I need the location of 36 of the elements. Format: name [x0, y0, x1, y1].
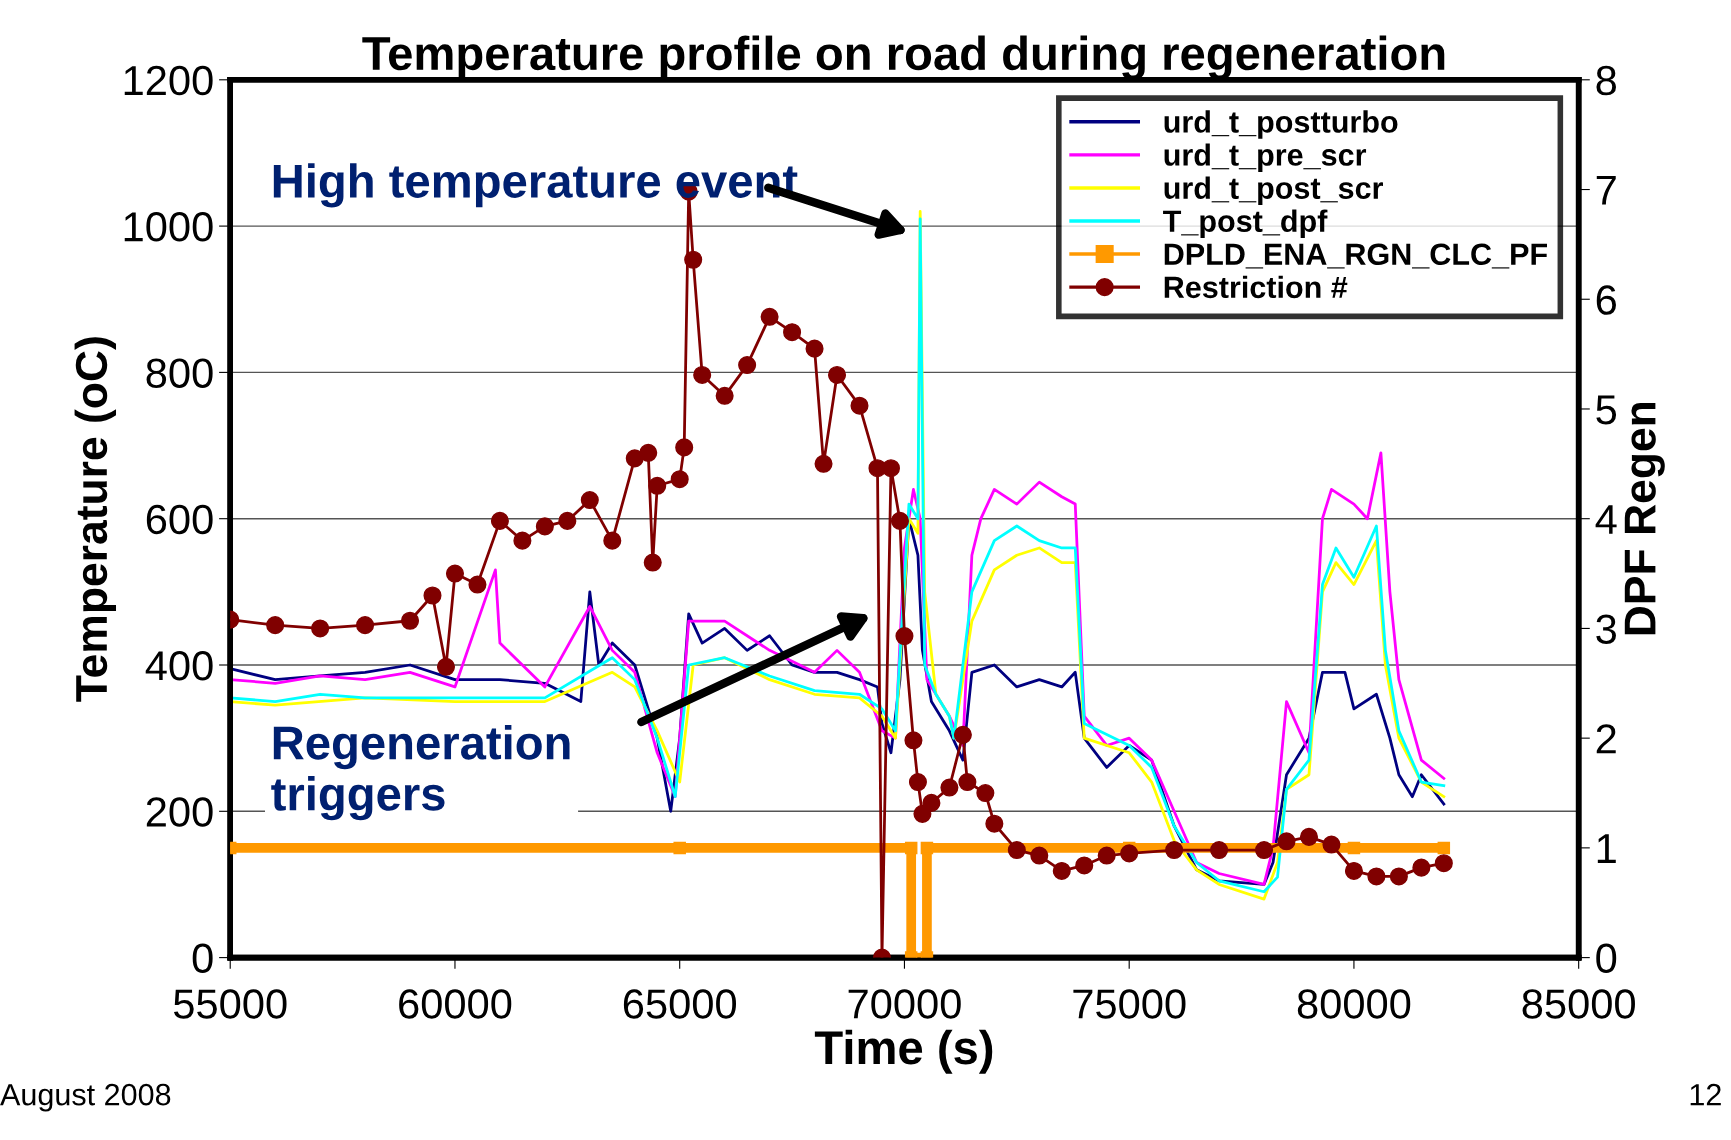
text: August 2008	[0, 1083, 171, 1112]
x-tick-label: 65000	[623, 989, 737, 1019]
x-tick-label: 55000	[173, 989, 287, 1019]
x-tick-label: 70000	[848, 989, 961, 1019]
chart-title: Temperature profile on road during regeneration	[362, 35, 1445, 80]
y-tick-label: 1200	[124, 65, 213, 96]
y-tick-label: 1000	[124, 212, 213, 242]
y2-tick-label: 8	[1596, 65, 1616, 96]
y2-tick-label: 1	[1597, 834, 1616, 863]
y-tick-label: 400	[145, 651, 213, 681]
y-tick-label: 600	[146, 504, 213, 535]
y2-tick-label: 7	[1596, 175, 1616, 205]
y-tick-label: 200	[146, 797, 213, 827]
y-axis-title: Temperature (oC)	[74, 337, 117, 702]
y2-tick-label: 3	[1596, 614, 1616, 644]
y-tick-label: 800	[146, 358, 213, 388]
x-tick-label: 80000	[1297, 989, 1411, 1019]
x-tick-label: 85000	[1522, 989, 1635, 1019]
legend-label: Restriction #	[1164, 275, 1348, 299]
y2-tick-label: 6	[1596, 285, 1616, 315]
legend-label: T_post_dpf	[1163, 209, 1328, 239]
x-tick-label: 60000	[399, 989, 512, 1019]
y2-tick-label: 4	[1595, 505, 1617, 534]
y2-tick-label: 2	[1596, 724, 1616, 754]
y2-tick-label: 5	[1596, 395, 1617, 425]
legend-label: urd_t_pre_scr	[1164, 143, 1367, 172]
y-tick-label: 0	[192, 943, 213, 974]
annotation: Regeneration triggers	[271, 724, 570, 821]
legend-label: urd_t_postturbo	[1164, 110, 1398, 139]
legend-label: DPLD_ENA_RGN_CLC_PF	[1164, 243, 1547, 269]
y2-axis-title: DPF Regen	[1624, 402, 1665, 635]
text: 12	[1690, 1083, 1721, 1106]
x-tick-label: 75000	[1073, 989, 1186, 1019]
y2-tick-label: 0	[1596, 943, 1617, 974]
legend-label: urd_t_post_scr	[1164, 176, 1384, 205]
x-axis-title: Time (s)	[814, 1029, 993, 1074]
